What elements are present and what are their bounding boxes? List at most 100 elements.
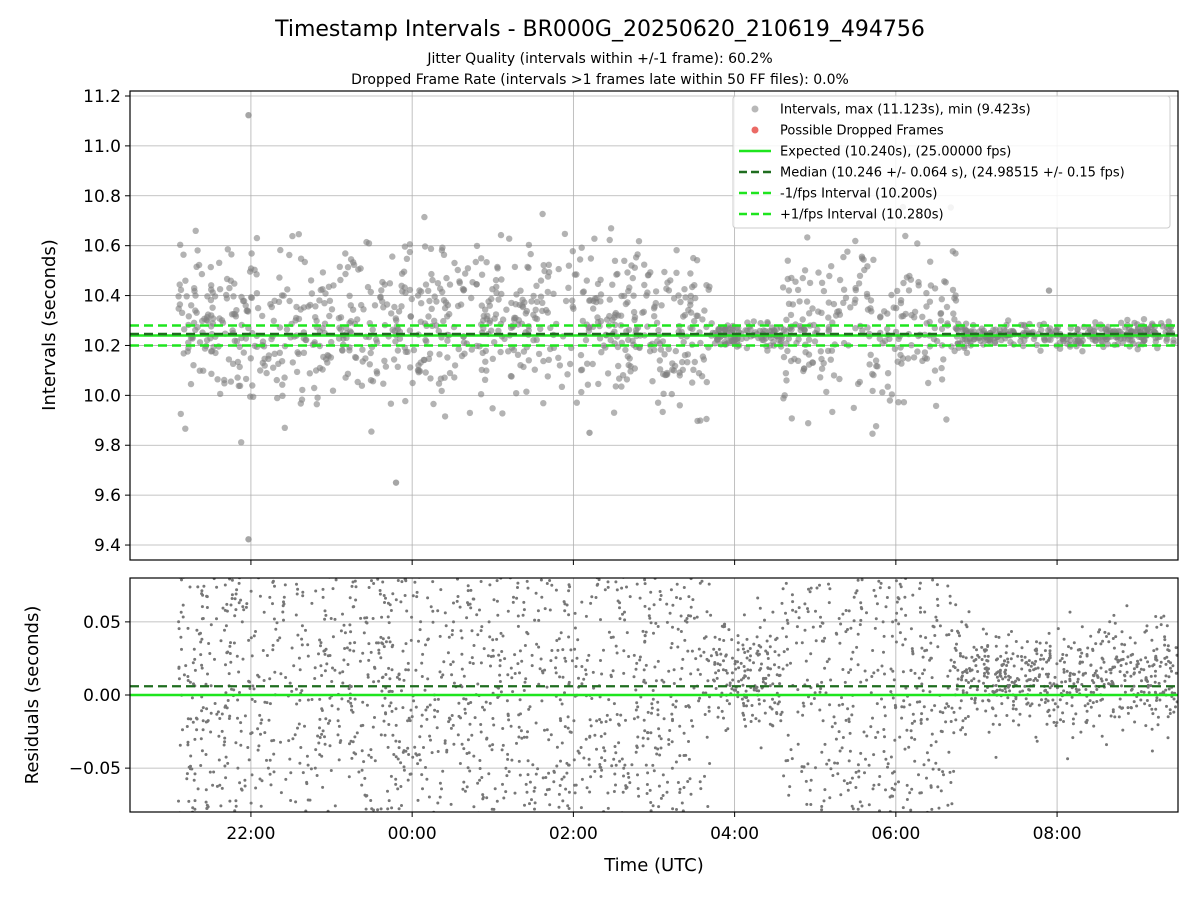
residual-point <box>1069 646 1073 650</box>
residual-point <box>424 643 427 647</box>
interval-point <box>398 282 405 289</box>
residual-point <box>797 616 801 620</box>
interval-point <box>249 382 256 389</box>
residual-point <box>1133 641 1137 645</box>
residual-point <box>599 720 603 724</box>
interval-point <box>937 317 945 324</box>
interval-point <box>687 270 694 277</box>
residual-point <box>343 631 347 635</box>
residual-point <box>413 745 417 749</box>
residual-point <box>1144 656 1148 660</box>
residual-point <box>462 697 466 701</box>
residual-point <box>439 588 443 592</box>
interval-point <box>441 304 449 312</box>
residual-point <box>1128 636 1132 640</box>
residual-point <box>1155 699 1158 702</box>
interval-point <box>675 292 682 299</box>
interval-point <box>281 374 288 381</box>
residual-point <box>298 698 302 702</box>
residual-point <box>917 572 920 575</box>
interval-point <box>565 284 572 291</box>
residual-point <box>909 729 913 733</box>
residual-point <box>591 670 595 674</box>
interval-point <box>408 295 415 303</box>
residual-point <box>1154 707 1158 711</box>
residuals-reference-lines <box>130 685 1178 697</box>
residual-point <box>193 807 197 811</box>
residual-point <box>965 691 969 695</box>
residual-point <box>350 704 354 708</box>
interval-point <box>631 264 638 271</box>
residual-point <box>411 594 415 598</box>
residual-point <box>371 725 375 729</box>
interval-point <box>530 336 537 344</box>
residual-point <box>271 602 274 606</box>
residual-point <box>983 667 987 671</box>
residual-point <box>517 735 521 739</box>
interval-point <box>328 306 336 313</box>
interval-point <box>884 370 892 377</box>
residual-point <box>518 698 522 702</box>
residual-point <box>954 603 958 607</box>
residual-point <box>1056 705 1060 709</box>
residual-point <box>893 738 897 742</box>
residual-point <box>180 647 183 651</box>
residual-point <box>278 636 282 640</box>
residual-point <box>994 714 998 718</box>
residual-point <box>703 713 707 716</box>
residual-point <box>1099 698 1103 702</box>
residual-point <box>300 689 304 693</box>
residual-point <box>365 621 369 625</box>
residual-point <box>1124 662 1128 666</box>
residual-point <box>869 725 873 729</box>
interval-point <box>908 311 915 319</box>
residual-point <box>765 639 769 643</box>
interval-point <box>325 353 332 360</box>
residual-point <box>197 632 201 636</box>
interval-point <box>185 313 192 320</box>
residual-point <box>517 725 521 729</box>
interval-point <box>1020 321 1028 329</box>
interval-point <box>247 393 254 400</box>
residual-point <box>935 597 939 601</box>
residual-point <box>481 705 484 709</box>
residual-point <box>498 680 502 683</box>
residual-point <box>230 687 233 691</box>
residual-point <box>334 578 338 582</box>
residual-point <box>1028 678 1032 681</box>
residual-point <box>304 809 308 812</box>
residual-point <box>707 582 711 586</box>
interval-point <box>301 258 308 266</box>
residual-point <box>372 808 375 812</box>
residual-point <box>737 666 741 670</box>
interval-point <box>785 287 793 294</box>
residual-point <box>846 788 850 792</box>
interval-point <box>194 247 201 254</box>
residual-point <box>478 608 481 612</box>
residual-point <box>606 580 610 584</box>
residual-point <box>919 718 923 721</box>
residual-point <box>1007 678 1011 682</box>
residual-point <box>1098 628 1102 632</box>
residual-point <box>318 753 322 757</box>
residual-point <box>634 688 638 692</box>
residual-point <box>552 780 556 784</box>
residual-point <box>709 654 713 658</box>
residual-point <box>259 804 263 808</box>
residual-point <box>785 618 789 622</box>
residual-point <box>944 720 948 724</box>
interval-point <box>926 298 934 305</box>
interval-point <box>396 335 404 342</box>
residual-point <box>245 602 249 606</box>
residual-point <box>554 656 558 660</box>
residual-point <box>547 738 551 742</box>
interval-point <box>495 327 502 334</box>
residual-point <box>686 649 690 653</box>
residual-point <box>884 816 887 819</box>
residual-point <box>1079 730 1083 734</box>
residual-point <box>263 731 267 735</box>
residual-point <box>305 782 309 786</box>
residual-point <box>230 597 234 600</box>
residual-point <box>253 700 257 703</box>
residual-point <box>337 758 341 762</box>
